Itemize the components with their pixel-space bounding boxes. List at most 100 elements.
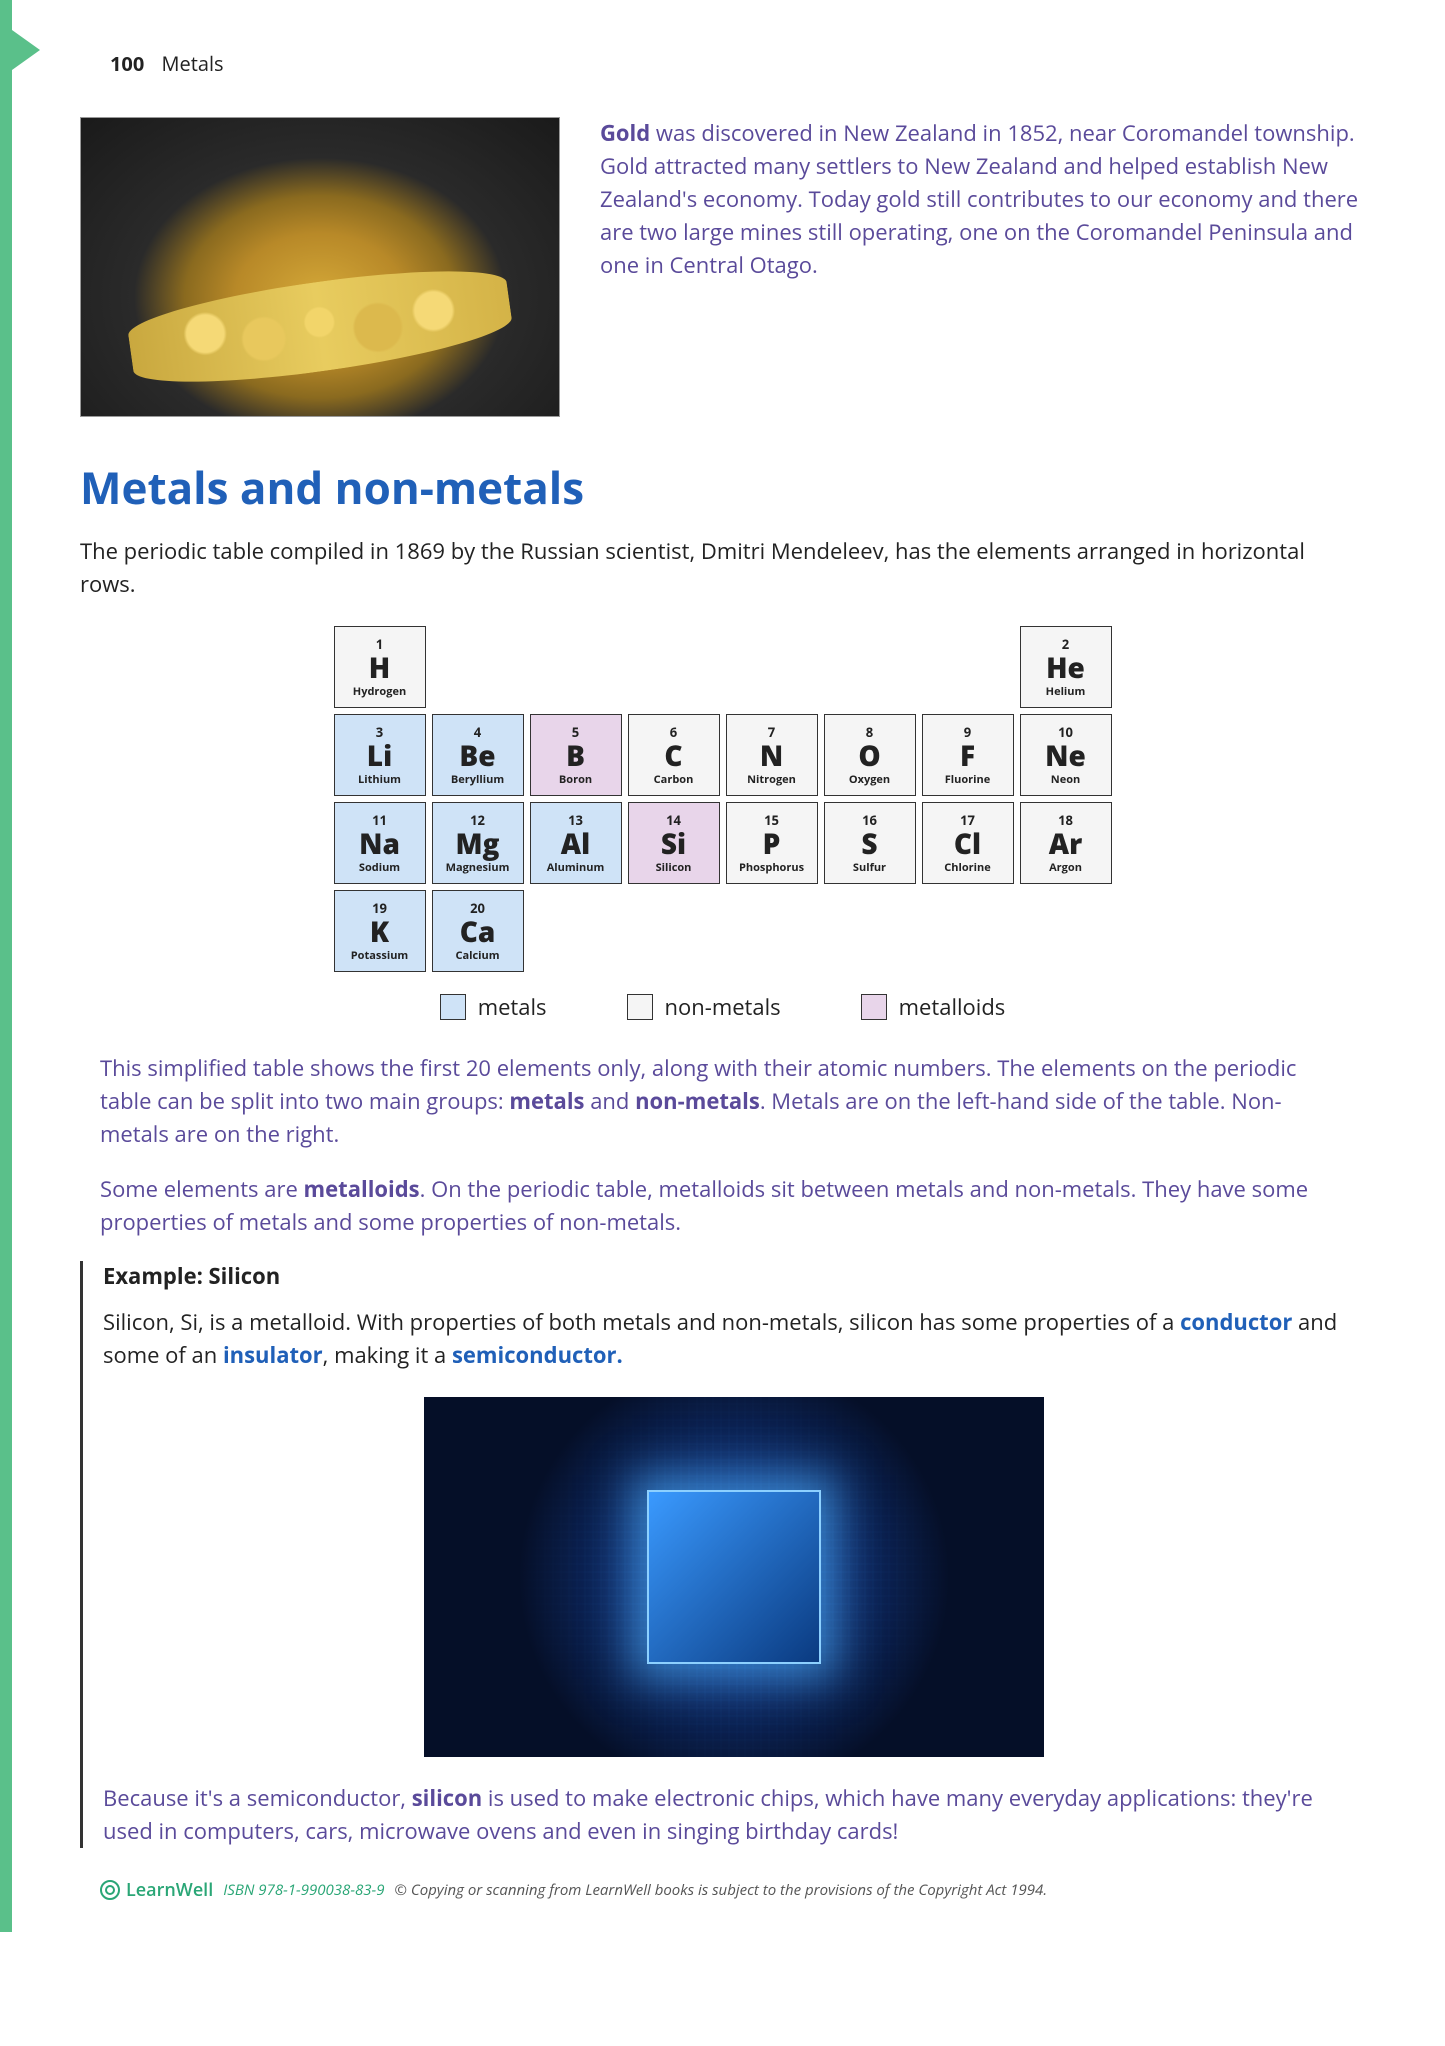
element-symbol: O [858, 741, 880, 772]
element-symbol: H [369, 653, 390, 684]
element-name: Hydrogen [353, 684, 406, 699]
element-name: Phosphorus [739, 860, 804, 875]
element-cell-b: 5BBoron [530, 714, 622, 796]
silicon-chip-image [424, 1397, 1044, 1757]
example-title: Example: Silicon [103, 1261, 1365, 1291]
element-name: Sulfur [853, 860, 886, 875]
ex-b-insulator: insulator [223, 1340, 323, 1370]
element-symbol: B [566, 741, 585, 772]
element-cell-h: 1HHydrogen [334, 626, 426, 708]
element-cell-k: 19KPotassium [334, 890, 426, 972]
periodic-table-wrap: 1HHydrogen 2HeHelium 3LiLithium4BeBerylliu… [80, 626, 1365, 972]
chapter-title: Metals [162, 50, 224, 77]
element-name: Carbon [654, 772, 694, 787]
element-symbol: He [1046, 653, 1085, 684]
element-cell-ar: 18ArArgon [1020, 802, 1112, 884]
element-name: Fluorine [945, 772, 991, 787]
element-name: Boron [559, 772, 592, 787]
legend-item-metalloids: metalloids [861, 992, 1006, 1022]
legend-label-metalloids: metalloids [899, 992, 1006, 1022]
footer-copyright: © Copying or scanning from LearnWell boo… [395, 1880, 1048, 1900]
intro-paragraph: Gold was discovered in New Zealand in 18… [600, 117, 1365, 282]
chip-image-wrap [103, 1397, 1365, 1757]
swatch-nonmetal [627, 994, 653, 1020]
ex-mid2: , making it a [323, 1340, 452, 1370]
ex-b-semi: semiconductor. [452, 1340, 623, 1370]
intro-text-body: was discovered in New Zealand in 1852, n… [600, 118, 1358, 280]
ex-b-conductor: conductor [1180, 1307, 1292, 1337]
element-cell-o: 8OOxygen [824, 714, 916, 796]
element-name: Helium [1046, 684, 1086, 699]
element-cell-mg: 12MgMagnesium [432, 802, 524, 884]
running-header: 100 Metals [80, 50, 1365, 77]
element-symbol: Na [359, 829, 400, 860]
intro-lead-bold: Gold [600, 118, 650, 148]
element-cell-c: 6CCarbon [628, 714, 720, 796]
p2-b: metalloids [304, 1174, 420, 1204]
element-symbol: S [861, 829, 877, 860]
element-name: Sodium [359, 860, 400, 875]
element-name: Lithium [358, 772, 401, 787]
section-heading: Metals and non-metals [80, 457, 1365, 517]
example-line-1: Silicon, Si, is a metalloid. With proper… [103, 1306, 1365, 1372]
element-symbol: C [664, 741, 682, 772]
element-name: Calcium [455, 948, 499, 963]
element-cell-cl: 17ClChlorine [922, 802, 1014, 884]
ex-pre: Silicon, Si, is a metalloid. With proper… [103, 1307, 1180, 1337]
element-cell-he: 2HeHelium [1020, 626, 1112, 708]
p2-pre: Some elements are [100, 1174, 304, 1204]
page-number: 100 [110, 50, 144, 77]
learnwell-logo: LearnWell [100, 1878, 213, 1902]
element-cell-li: 3LiLithium [334, 714, 426, 796]
element-name: Nitrogen [747, 772, 796, 787]
element-name: Magnesium [446, 860, 510, 875]
legend-label-nonmetals: non-metals [665, 992, 781, 1022]
element-name: Chlorine [944, 860, 991, 875]
element-cell-na: 11NaSodium [334, 802, 426, 884]
legend-label-metals: metals [478, 992, 547, 1022]
element-name: Silicon [656, 860, 692, 875]
element-symbol: K [370, 917, 389, 948]
page-footer: LearnWell ISBN 978-1-990038-83-9 © Copyi… [80, 1878, 1365, 1902]
page-content: 100 Metals Gold was discovered in New Ze… [0, 0, 1445, 1932]
logo-ring-icon [100, 1880, 120, 1900]
element-cell-s: 16SSulfur [824, 802, 916, 884]
element-symbol: Cl [954, 829, 981, 860]
purple-paragraph-1: This simplified table shows the first 20… [100, 1052, 1345, 1151]
element-symbol: Ar [1049, 829, 1082, 860]
element-cell-si: 14SiSilicon [628, 802, 720, 884]
p1-b2: non-metals [635, 1086, 760, 1116]
legend-item-metals: metals [440, 992, 547, 1022]
element-cell-ne: 10NeNeon [1020, 714, 1112, 796]
legend-item-nonmetals: non-metals [627, 992, 781, 1022]
element-cell-p: 15PPhosphorus [726, 802, 818, 884]
swatch-metal [440, 994, 466, 1020]
swatch-metalloid [861, 994, 887, 1020]
element-symbol: Ne [1045, 741, 1086, 772]
element-symbol: N [760, 741, 783, 772]
element-symbol: Be [459, 741, 495, 772]
element-symbol: P [763, 829, 781, 860]
element-symbol: Mg [455, 829, 499, 860]
element-cell-be: 4BeBeryllium [432, 714, 524, 796]
ex2-b-silicon: silicon [412, 1783, 482, 1813]
element-cell-f: 9FFluorine [922, 714, 1014, 796]
element-cell-al: 13AlAluminum [530, 802, 622, 884]
element-name: Potassium [351, 948, 408, 963]
element-symbol: F [960, 741, 975, 772]
p1-b1: metals [509, 1086, 584, 1116]
example-box: Example: Silicon Silicon, Si, is a metal… [80, 1261, 1365, 1848]
element-symbol: Li [367, 741, 392, 772]
purple-paragraph-2: Some elements are metalloids. On the per… [100, 1173, 1345, 1239]
element-symbol: Al [561, 829, 590, 860]
element-symbol: Ca [460, 917, 496, 948]
element-name: Aluminum [547, 860, 605, 875]
example-line-2: Because it's a semiconductor, silicon is… [103, 1782, 1365, 1848]
element-name: Beryllium [451, 772, 504, 787]
element-name: Neon [1051, 772, 1080, 787]
footer-isbn: ISBN 978-1-990038-83-9 [223, 1880, 384, 1900]
element-cell-ca: 20CaCalcium [432, 890, 524, 972]
element-cell-n: 7NNitrogen [726, 714, 818, 796]
lead-paragraph: The periodic table compiled in 1869 by t… [80, 535, 1365, 601]
element-name: Argon [1049, 860, 1082, 875]
